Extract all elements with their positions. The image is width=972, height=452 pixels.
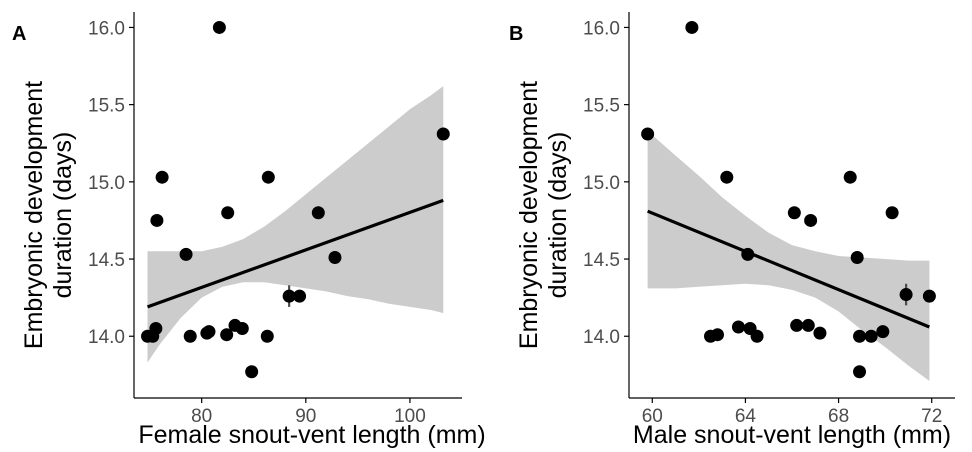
data-point bbox=[750, 329, 764, 343]
data-point bbox=[885, 206, 899, 220]
data-point bbox=[293, 289, 307, 303]
y-tick-label: 14.5 bbox=[583, 250, 620, 271]
x-axis-title-a: Female snout-vent length (mm) bbox=[138, 421, 485, 449]
data-point bbox=[235, 322, 249, 336]
data-point bbox=[202, 325, 216, 339]
data-point bbox=[850, 250, 864, 264]
data-point bbox=[731, 320, 745, 334]
regression-line-a bbox=[146, 198, 444, 309]
data-point bbox=[150, 213, 164, 227]
data-point bbox=[922, 289, 936, 303]
y-tick-label: 15.0 bbox=[88, 173, 125, 194]
y-tick-label: 15.5 bbox=[583, 96, 620, 117]
regression-line-b bbox=[647, 209, 930, 329]
data-point bbox=[899, 288, 913, 302]
data-point bbox=[804, 213, 818, 227]
y-tick-label: 16.0 bbox=[88, 18, 125, 39]
data-point bbox=[212, 20, 226, 34]
y-tick-label: 14.0 bbox=[583, 327, 620, 348]
data-point bbox=[328, 250, 342, 264]
data-point bbox=[720, 170, 734, 184]
data-point bbox=[790, 318, 804, 332]
x-axis-title-b: Male snout-vent length (mm) bbox=[633, 421, 951, 449]
x-tick-label: 68 bbox=[828, 406, 849, 427]
panel-label-a: A bbox=[12, 23, 26, 45]
data-point bbox=[311, 206, 325, 220]
y-tick-label: 14.0 bbox=[88, 327, 125, 348]
data-point bbox=[853, 365, 867, 379]
y-axis-title-b-line-1: Embryonic development bbox=[515, 81, 543, 349]
data-point bbox=[864, 329, 878, 343]
y-axis-title-a-line-2: duration (days) bbox=[49, 132, 77, 299]
y-tick-label: 15.0 bbox=[583, 173, 620, 194]
data-point bbox=[282, 289, 296, 303]
data-point bbox=[220, 328, 234, 342]
data-point bbox=[149, 322, 163, 336]
panel-a: A 14.0 14.5 15.0 15.5 16.0 80 90 100 Female sno… bbox=[12, 12, 486, 449]
x-tick-label: 90 bbox=[295, 406, 316, 427]
panel-b: B 14.0 14.5 15.0 15.5 16.0 60 64 68 72 Male snou… bbox=[509, 12, 955, 449]
y-tick-label: 16.0 bbox=[583, 18, 620, 39]
y-axis-title-b-line-2: duration (days) bbox=[544, 132, 572, 299]
y-tick-label: 14.5 bbox=[88, 250, 125, 271]
data-point bbox=[179, 247, 193, 261]
data-point bbox=[245, 365, 259, 379]
data-point bbox=[801, 318, 815, 332]
data-point bbox=[261, 170, 275, 184]
data-point bbox=[853, 329, 867, 343]
data-point bbox=[787, 206, 801, 220]
data-point bbox=[155, 170, 169, 184]
x-tick-label: 80 bbox=[191, 406, 212, 427]
x-tick-label: 72 bbox=[921, 406, 942, 427]
data-point bbox=[710, 328, 724, 342]
panel-label-b: B bbox=[509, 23, 523, 45]
x-tick-label: 100 bbox=[394, 406, 426, 427]
data-point bbox=[685, 20, 699, 34]
y-axis-title-a-line-1: Embryonic development bbox=[20, 81, 48, 349]
data-point bbox=[641, 127, 655, 141]
y-tick-label: 15.5 bbox=[88, 96, 125, 117]
x-tick-label: 60 bbox=[642, 406, 663, 427]
data-point bbox=[813, 326, 827, 340]
data-point bbox=[183, 329, 197, 343]
data-point bbox=[843, 170, 857, 184]
x-tick-label: 64 bbox=[735, 406, 757, 427]
confidence-band-b bbox=[647, 130, 930, 381]
data-point bbox=[260, 329, 274, 343]
confidence-band-a bbox=[147, 86, 444, 363]
data-point bbox=[436, 127, 450, 141]
data-point bbox=[221, 206, 235, 220]
data-point bbox=[876, 325, 890, 339]
data-point bbox=[741, 247, 755, 261]
